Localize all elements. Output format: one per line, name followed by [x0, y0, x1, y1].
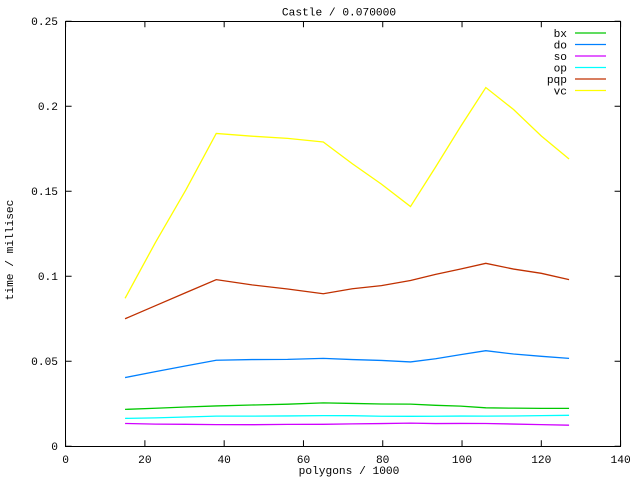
svg-text:0.25: 0.25: [31, 17, 58, 29]
svg-text:0.05: 0.05: [31, 357, 58, 369]
svg-text:40: 40: [217, 455, 231, 467]
svg-text:pqp: pqp: [547, 75, 567, 87]
svg-text:0.2: 0.2: [38, 102, 58, 114]
svg-text:140: 140: [611, 455, 631, 467]
svg-text:polygons / 1000: polygons / 1000: [299, 466, 400, 478]
svg-text:time / millisec: time / millisec: [5, 200, 17, 301]
svg-text:so: so: [554, 52, 567, 64]
svg-text:vc: vc: [554, 87, 567, 99]
svg-text:60: 60: [297, 455, 311, 467]
svg-text:Castle / 0.070000: Castle / 0.070000: [282, 8, 396, 20]
svg-text:0: 0: [62, 455, 69, 467]
svg-text:bx: bx: [554, 29, 568, 41]
svg-text:100: 100: [452, 455, 472, 467]
svg-text:do: do: [554, 41, 567, 53]
svg-text:0: 0: [51, 442, 58, 454]
svg-text:80: 80: [376, 455, 390, 467]
svg-text:0.15: 0.15: [31, 187, 58, 199]
svg-text:20: 20: [138, 455, 152, 467]
svg-text:0.1: 0.1: [38, 272, 58, 284]
svg-text:120: 120: [531, 455, 551, 467]
svg-text:op: op: [554, 64, 567, 76]
